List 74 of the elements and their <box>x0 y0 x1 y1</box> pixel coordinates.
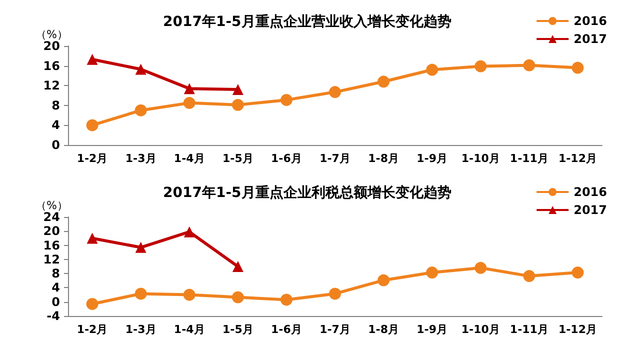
point <box>183 96 196 109</box>
x-tick-label: 1-12月 <box>558 323 597 336</box>
x-tick-label: 1-9月 <box>416 323 448 336</box>
x-tick-label: 1-7月 <box>320 152 350 165</box>
point <box>184 83 195 94</box>
point <box>426 266 438 279</box>
point <box>329 86 341 98</box>
y-tick-label: 0 <box>52 138 60 152</box>
y-tick-label: 4 <box>52 280 60 295</box>
y-tick-label: 8 <box>52 266 60 281</box>
y-tick-label: 20 <box>43 39 60 53</box>
x-tick-label: 1-5月 <box>222 152 254 165</box>
x-tick-label: 1-2月 <box>76 152 108 165</box>
x-tick-label: 1-7月 <box>320 323 350 336</box>
point <box>329 288 341 300</box>
y-tick-label: 12 <box>43 252 60 266</box>
point <box>378 274 390 286</box>
y-tick-label: 20 <box>43 224 60 238</box>
x-tick-label: 1-11月 <box>510 152 548 165</box>
x-tick-label: 1-6月 <box>271 152 302 165</box>
x-tick-label: 1-2月 <box>76 323 108 336</box>
y-tick-label: 16 <box>43 238 60 252</box>
y-tick-label: 24 <box>43 210 60 224</box>
x-tick-label: 1-9月 <box>416 152 448 165</box>
point <box>134 288 147 300</box>
y-tick-label: 8 <box>52 98 60 112</box>
x-tick-label: 1-8月 <box>368 152 399 165</box>
point <box>474 60 487 72</box>
point <box>280 294 292 306</box>
point <box>86 119 98 132</box>
x-tick-label: 1-3月 <box>125 152 156 165</box>
x-tick-label: 1-8月 <box>368 323 399 336</box>
point <box>232 98 244 111</box>
point <box>280 94 292 106</box>
legend-label: 2016 <box>574 185 608 199</box>
x-tick-label: 1-10月 <box>461 323 500 336</box>
point <box>232 261 244 272</box>
point <box>183 288 196 301</box>
point <box>572 266 584 279</box>
legend-label: 2017 <box>574 203 608 217</box>
point <box>572 62 584 74</box>
x-tick-label: 1-10月 <box>461 152 500 165</box>
y-tick-label: 12 <box>43 78 60 93</box>
y-axis-title: （%） <box>36 28 68 41</box>
y-tick-label: -4 <box>46 309 60 323</box>
legend-label: 2016 <box>574 14 608 28</box>
point <box>86 232 98 244</box>
point <box>426 64 438 76</box>
point <box>135 64 146 75</box>
point <box>474 262 487 274</box>
point <box>86 54 98 65</box>
point <box>232 84 244 96</box>
chart-title: 2017年1-5月重点企业营业收入增长变化趋势 <box>163 13 452 30</box>
point <box>523 270 536 282</box>
point <box>135 242 146 253</box>
point <box>378 76 390 88</box>
x-tick-label: 1-12月 <box>558 152 597 165</box>
y-axis-title: （%） <box>36 199 68 212</box>
point <box>184 226 195 238</box>
y-tick-label: 16 <box>43 58 60 73</box>
y-tick-label: 0 <box>52 294 60 309</box>
x-tick-label: 1-4月 <box>174 323 205 336</box>
x-tick-label: 1-6月 <box>271 323 302 336</box>
point <box>86 298 98 310</box>
x-tick-label: 1-3月 <box>125 323 156 336</box>
point <box>523 59 536 72</box>
point <box>232 291 244 304</box>
chart-title: 2017年1-5月重点企业利税总额增长变化趋势 <box>163 184 452 201</box>
legend-label: 2017 <box>574 32 608 46</box>
x-tick-label: 1-5月 <box>222 323 254 336</box>
x-tick-label: 1-4月 <box>174 152 205 165</box>
x-tick-label: 1-11月 <box>510 323 548 336</box>
y-tick-label: 4 <box>52 118 60 132</box>
point <box>134 104 147 116</box>
